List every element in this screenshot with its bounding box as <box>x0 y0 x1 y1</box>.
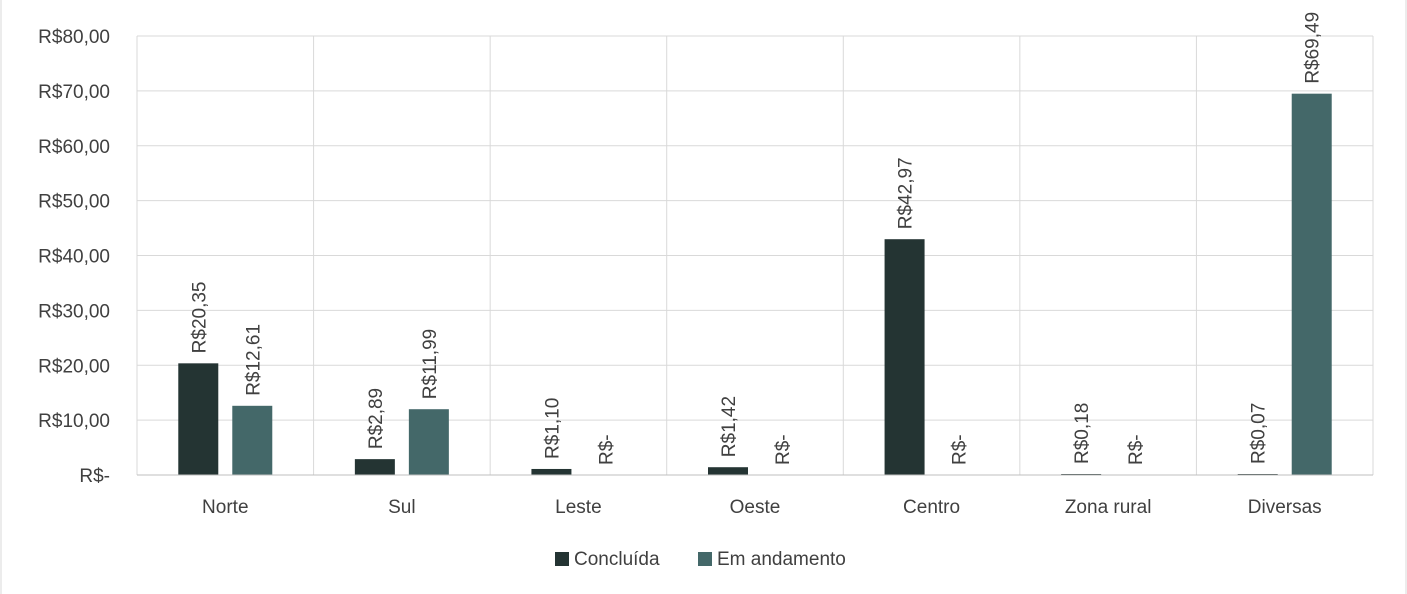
y-tick-label: R$30,00 <box>38 301 110 322</box>
data-label: R$11,99 <box>420 329 441 399</box>
y-tick-label: R$10,00 <box>38 411 110 432</box>
bar <box>354 459 395 475</box>
y-tick-label: R$20,00 <box>38 356 110 377</box>
data-label: R$1,10 <box>542 398 563 459</box>
y-axis-tick-labels: R$- R$10,00 R$20,00 R$30,00 R$40,00 R$50,00 R$… <box>38 27 110 487</box>
data-label: R$69,49 <box>1303 12 1324 84</box>
x-axis-category-labels: Norte Sul Leste Oeste Centro Zona rural Divers… <box>202 497 1322 518</box>
x-category-label: Zona rural <box>1065 497 1152 518</box>
bar <box>178 363 219 475</box>
bar <box>232 405 273 475</box>
data-label: R$0,07 <box>1249 403 1270 464</box>
x-category-label: Sul <box>388 497 415 518</box>
y-tick-label: R$- <box>79 466 110 487</box>
legend-swatch <box>555 552 569 566</box>
bar <box>1291 93 1332 476</box>
data-label: R$0,18 <box>1072 403 1093 464</box>
bar <box>708 467 748 475</box>
x-category-label: Oeste <box>730 497 781 518</box>
data-label: R$- <box>950 434 971 465</box>
data-label: R$- <box>773 434 794 465</box>
legend-label: Em andamento <box>717 549 846 570</box>
y-tick-label: R$40,00 <box>38 247 110 268</box>
data-label: R$12,61 <box>243 324 264 396</box>
data-label: R$42,97 <box>896 157 917 229</box>
y-tick-label: R$70,00 <box>38 82 110 103</box>
x-category-label: Norte <box>202 497 248 518</box>
bar <box>531 468 572 475</box>
data-label: R$20,35 <box>189 281 210 353</box>
data-label: R$- <box>1126 434 1147 465</box>
data-label: R$1,42 <box>719 396 740 457</box>
bar <box>408 409 449 475</box>
x-category-label: Centro <box>903 497 960 518</box>
y-tick-label: R$50,00 <box>38 192 110 213</box>
y-tick-label: R$60,00 <box>38 137 110 158</box>
data-label: R$- <box>596 434 617 465</box>
data-labels: R$20,35 R$2,89 R$1,10 R$1,42 R$42,97 R$0,18 R$… <box>189 12 1323 465</box>
x-category-label: Leste <box>555 497 601 518</box>
bars <box>178 93 1332 476</box>
bar <box>884 239 925 475</box>
gridlines <box>136 35 1374 475</box>
legend: Concluída Em andamento <box>555 549 846 570</box>
y-tick-label: R$80,00 <box>38 27 110 48</box>
legend-label: Concluída <box>574 549 660 570</box>
x-category-label: Diversas <box>1248 497 1322 518</box>
legend-swatch <box>698 552 712 566</box>
data-label: R$2,89 <box>366 388 387 449</box>
